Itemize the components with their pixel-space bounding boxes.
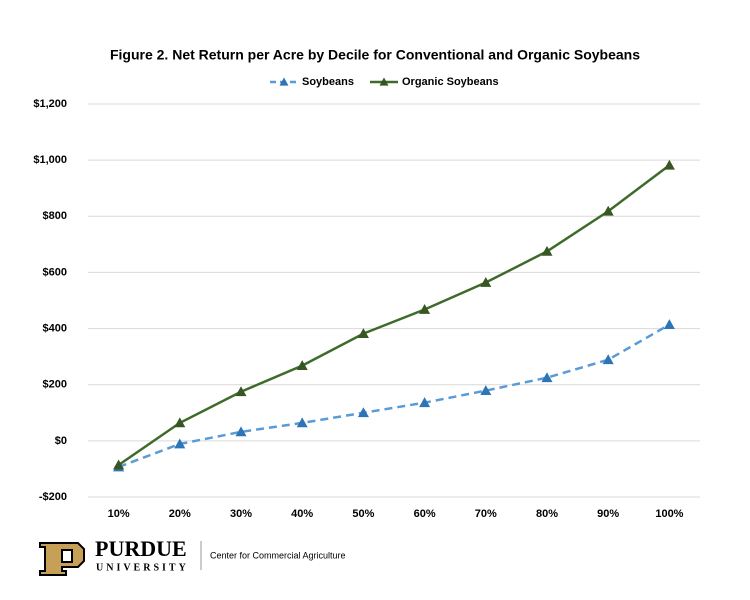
point-marker: [663, 319, 675, 330]
point-marker: [357, 407, 369, 418]
legend-label: Organic Soybeans: [402, 76, 499, 88]
y-tick-label: $1,200: [33, 98, 67, 110]
legend-label: Soybeans: [302, 76, 354, 88]
y-tick-label: $800: [43, 210, 67, 222]
logo-name: PURDUE: [95, 536, 187, 561]
series-line: [118, 323, 671, 469]
y-tick-label: $400: [43, 322, 67, 334]
point-marker: [602, 354, 614, 365]
y-tick-label: $0: [55, 435, 67, 447]
x-tick-label: 70%: [475, 508, 497, 520]
y-tick-label: $1,000: [33, 154, 67, 166]
x-tick-label: 10%: [108, 508, 130, 520]
point-marker: [541, 245, 553, 256]
point-marker: [663, 159, 675, 170]
x-tick-label: 80%: [536, 508, 558, 520]
footer-logo: PURDUE UNIVERSITY Center for Commercial …: [39, 536, 346, 576]
x-tick-label: 40%: [291, 508, 313, 520]
x-tick-label: 60%: [414, 508, 436, 520]
point-marker: [541, 372, 553, 383]
series-line: [117, 164, 671, 467]
point-marker: [174, 417, 186, 428]
x-tick-label: 90%: [597, 508, 619, 520]
x-tick-label: 30%: [230, 508, 252, 520]
legend-marker: [279, 77, 289, 86]
y-tick-label: $200: [43, 379, 67, 391]
point-marker: [419, 303, 431, 314]
x-tick-label: 100%: [655, 508, 683, 520]
point-marker: [235, 426, 247, 437]
point-marker: [174, 438, 186, 449]
footer-center: Center for Commercial Agriculture: [210, 550, 346, 560]
x-tick-label: 50%: [352, 508, 374, 520]
legend-marker: [379, 77, 389, 86]
logo-icon: [39, 542, 85, 576]
logo-sub: UNIVERSITY: [96, 562, 189, 573]
point-marker: [480, 385, 492, 396]
point-marker: [296, 417, 308, 428]
point-marker: [296, 360, 308, 371]
point-marker: [602, 205, 614, 216]
point-marker: [113, 459, 125, 470]
point-marker: [357, 328, 369, 339]
y-tick-label: -$200: [39, 491, 67, 503]
x-tick-label: 20%: [169, 508, 191, 520]
point-marker: [419, 397, 431, 408]
point-marker: [235, 386, 247, 397]
point-marker: [480, 277, 492, 287]
y-tick-label: $600: [43, 266, 67, 278]
chart-title: Figure 2. Net Return per Acre by Decile …: [110, 47, 640, 63]
